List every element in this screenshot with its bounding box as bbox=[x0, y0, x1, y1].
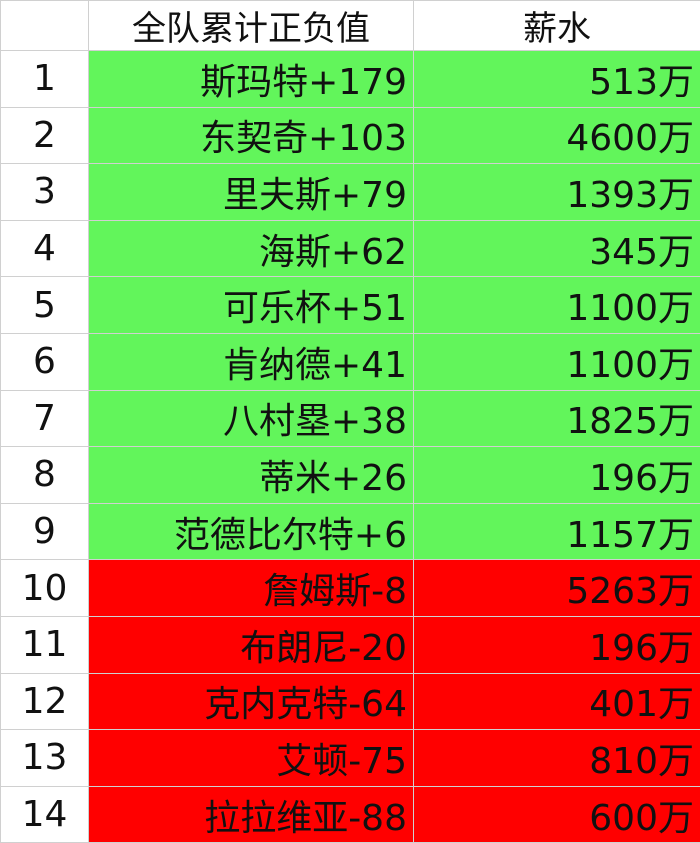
plus-minus-cell: 八村塁+38 bbox=[89, 390, 414, 447]
plus-minus-cell: 可乐杯+51 bbox=[89, 277, 414, 334]
row-number: 14 bbox=[1, 786, 89, 843]
plus-minus-cell: 詹姆斯-8 bbox=[89, 560, 414, 617]
header-cell: 薪水 bbox=[414, 1, 700, 51]
header-cell: 全队累计正负值 bbox=[89, 1, 414, 51]
row-number: 13 bbox=[1, 730, 89, 787]
salary-cell: 1100万 bbox=[414, 277, 700, 334]
plus-minus-cell: 蒂米+26 bbox=[89, 447, 414, 504]
header-row: 全队累计正负值 薪水 bbox=[1, 1, 700, 51]
salary-cell: 345万 bbox=[414, 220, 700, 277]
salary-cell: 1157万 bbox=[414, 503, 700, 560]
row-number: 6 bbox=[1, 333, 89, 390]
row-number: 12 bbox=[1, 673, 89, 730]
salary-cell: 1825万 bbox=[414, 390, 700, 447]
plus-minus-cell: 海斯+62 bbox=[89, 220, 414, 277]
salary-cell: 1100万 bbox=[414, 333, 700, 390]
salary-cell: 196万 bbox=[414, 447, 700, 504]
plus-minus-cell: 克内克特-64 bbox=[89, 673, 414, 730]
salary-cell: 513万 bbox=[414, 51, 700, 108]
plus-minus-cell: 艾顿-75 bbox=[89, 730, 414, 787]
row-number: 10 bbox=[1, 560, 89, 617]
row-number: 9 bbox=[1, 503, 89, 560]
row-number: 3 bbox=[1, 164, 89, 221]
row-number: 4 bbox=[1, 220, 89, 277]
plus-minus-cell: 东契奇+103 bbox=[89, 107, 414, 164]
salary-cell: 5263万 bbox=[414, 560, 700, 617]
plus-minus-cell: 拉拉维亚-88 bbox=[89, 786, 414, 843]
row-number: 7 bbox=[1, 390, 89, 447]
plus-minus-cell: 范德比尔特+6 bbox=[89, 503, 414, 560]
row-number: 11 bbox=[1, 616, 89, 673]
salary-cell: 401万 bbox=[414, 673, 700, 730]
salary-cell: 600万 bbox=[414, 786, 700, 843]
plus-minus-cell: 肯纳德+41 bbox=[89, 333, 414, 390]
row-number: 2 bbox=[1, 107, 89, 164]
salary-cell: 1393万 bbox=[414, 164, 700, 221]
row-number: 5 bbox=[1, 277, 89, 334]
plus-minus-cell: 布朗尼-20 bbox=[89, 616, 414, 673]
salary-cell: 4600万 bbox=[414, 107, 700, 164]
salary-cell: 196万 bbox=[414, 616, 700, 673]
row-number: 8 bbox=[1, 447, 89, 504]
plus-minus-cell: 斯玛特+179 bbox=[89, 51, 414, 108]
header-cell bbox=[1, 1, 89, 51]
plus-minus-cell: 里夫斯+79 bbox=[89, 164, 414, 221]
salary-cell: 810万 bbox=[414, 730, 700, 787]
row-number: 1 bbox=[1, 51, 89, 108]
